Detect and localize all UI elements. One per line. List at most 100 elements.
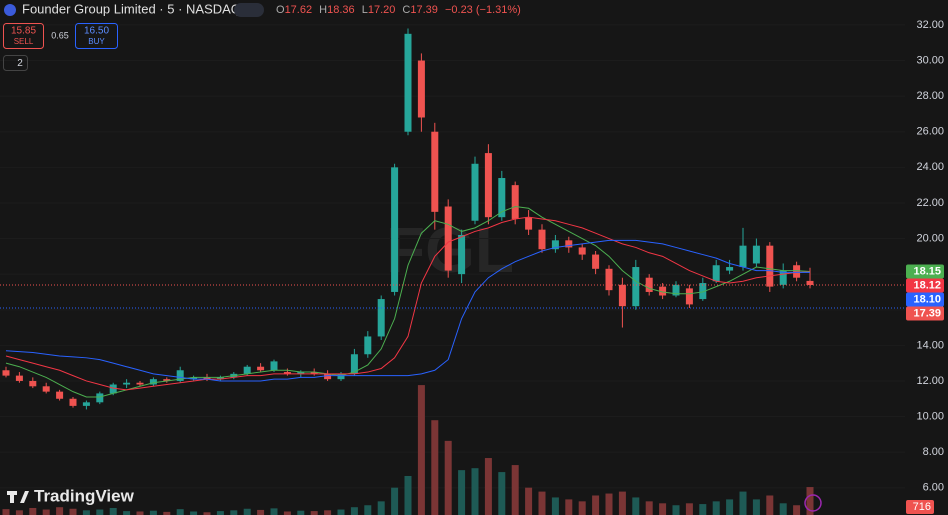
sell-label: SELL: [14, 37, 34, 46]
candle-body: [659, 286, 667, 296]
volume-bar: [29, 507, 37, 515]
candle-body: [310, 372, 318, 374]
buy-button[interactable]: [75, 23, 118, 49]
volume-bar: [324, 510, 332, 515]
ohlc-value: 17.62: [285, 4, 313, 16]
candle-body: [712, 265, 720, 282]
volume-bar: [551, 497, 559, 515]
candle-body: [163, 379, 171, 381]
volume-bar: [69, 508, 77, 515]
price-axis: [905, 0, 948, 515]
volume-bar: [645, 501, 653, 515]
candle-body: [15, 375, 23, 381]
volume-bar: [699, 504, 707, 515]
candle-body: [364, 336, 372, 355]
volume-bar: [230, 510, 238, 515]
candle-body: [29, 380, 37, 387]
candle-body: [431, 131, 439, 212]
y-tick-label: 8.00: [923, 446, 944, 458]
axis: 6.008.0010.0012.0014.0016.0018.0020.0022…: [906, 19, 944, 514]
candle-body: [203, 377, 211, 380]
indicator-toggle[interactable]: [3, 55, 28, 71]
volume-bar: [283, 511, 291, 515]
flag-icon: [4, 4, 16, 16]
price-tag: [906, 278, 944, 293]
volume-tag-label: 716: [913, 501, 931, 513]
sell-button[interactable]: [3, 23, 44, 49]
candle-body: [324, 373, 332, 380]
volume-bar: [270, 508, 278, 515]
volume-bar: [123, 511, 131, 515]
ohlc-key: O: [276, 4, 285, 16]
volume-bar: [498, 472, 506, 515]
candle-body: [283, 372, 291, 374]
y-tick-label: 20.00: [916, 232, 944, 244]
volume-bar: [203, 512, 211, 515]
candle-body: [779, 270, 787, 285]
volume-bar: [458, 470, 466, 515]
volume-bar: [511, 465, 519, 515]
sell-price: 15.85: [11, 26, 36, 37]
volume-bar: [659, 503, 667, 515]
price-tag-label: 17.39: [913, 307, 941, 319]
price-tag: [906, 306, 944, 321]
candle-body: [377, 299, 385, 337]
ohlc-value: 17.39: [410, 4, 438, 16]
candle-body: [578, 247, 586, 255]
volume-bar: [685, 503, 693, 515]
lightning-icon[interactable]: [804, 494, 822, 512]
volume-bar: [672, 505, 680, 515]
volume-bar: [96, 509, 104, 515]
y-tick-label: 12.00: [916, 375, 944, 387]
ohlc-key: C: [402, 4, 410, 16]
change: −0.23 (−1.31%): [445, 4, 521, 16]
candle-body: [484, 153, 492, 218]
candle-body: [109, 384, 117, 394]
price-tag: [906, 264, 944, 279]
volume-bar: [136, 511, 144, 515]
volume-bar: [350, 507, 358, 515]
candle-body: [337, 373, 345, 380]
candle-body: [417, 60, 425, 118]
y-tick-label: 30.00: [916, 54, 944, 66]
volume-bar: [216, 511, 224, 515]
candle-body: [525, 217, 533, 230]
buy-price: 16.50: [84, 26, 109, 37]
volume-bar: [793, 505, 801, 515]
price-tag-label: 18.12: [913, 279, 941, 291]
candle-body: [444, 206, 452, 271]
volume-bar: [109, 507, 117, 515]
candle-body: [511, 185, 519, 219]
volume-bar: [726, 499, 734, 515]
buy-label: BUY: [88, 37, 105, 46]
candle-body: [471, 163, 479, 221]
candle-body: [391, 167, 399, 292]
volume-bar: [176, 509, 184, 515]
candle-body: [605, 268, 613, 291]
candle-body: [766, 245, 774, 287]
volume-bar: [364, 505, 372, 515]
ohlc-key: L: [362, 4, 368, 16]
volume-bar: [632, 497, 640, 515]
volume-bar: [417, 385, 425, 515]
ohlc-readout: O17.62 H18.36 L17.20 C17.39 −0.23 (−1.31…: [276, 4, 521, 16]
candle-body: [42, 386, 50, 392]
volume-bar: [42, 509, 50, 515]
volume-bar: [578, 501, 586, 515]
volume-bar: [739, 491, 747, 515]
volume-bar: [806, 487, 814, 515]
y-tick-label: 6.00: [923, 482, 944, 494]
candle-body: [136, 382, 144, 385]
volume-bar: [484, 458, 492, 515]
candle-body: [685, 288, 693, 305]
brand-logo: [7, 491, 29, 503]
candle-body: [56, 391, 64, 399]
candle-body: [350, 354, 358, 374]
price-tag-label: 18.15: [913, 265, 941, 277]
volume-bar: [525, 487, 533, 515]
y-tick-label: 22.00: [916, 197, 944, 209]
candle-body: [190, 377, 198, 380]
moving-average: [5, 239, 810, 382]
volume-bar: [243, 508, 251, 515]
